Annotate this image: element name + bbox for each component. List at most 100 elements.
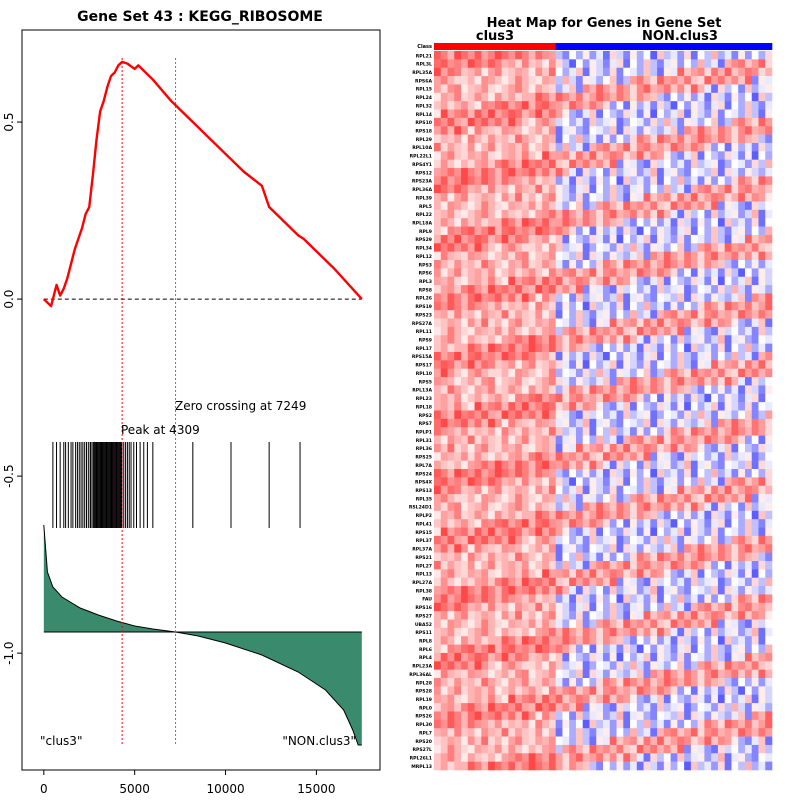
heat-cell bbox=[765, 627, 773, 637]
heat-cell bbox=[657, 109, 665, 119]
heat-cell bbox=[528, 201, 536, 211]
heat-cell bbox=[657, 201, 665, 211]
heat-cell bbox=[548, 535, 556, 545]
heat-cell bbox=[697, 535, 705, 545]
heat-cell bbox=[643, 51, 651, 60]
heat-cell bbox=[569, 519, 577, 528]
heat-cell bbox=[670, 360, 678, 369]
heat-cell bbox=[758, 527, 766, 537]
heat-cell bbox=[467, 686, 475, 696]
heat-cell bbox=[650, 142, 658, 152]
heat-cell bbox=[454, 569, 462, 579]
heat-cell bbox=[657, 310, 665, 319]
heat-cell bbox=[548, 552, 556, 562]
heat-cell bbox=[717, 435, 725, 445]
heat-cell bbox=[562, 535, 570, 545]
heat-cell bbox=[670, 268, 678, 278]
heat-cell bbox=[528, 669, 536, 679]
heat-cell bbox=[684, 485, 692, 495]
heat-cell bbox=[758, 443, 766, 453]
heat-cell bbox=[548, 193, 556, 202]
heat-cell bbox=[623, 753, 631, 762]
heat-cell bbox=[454, 586, 462, 595]
heat-cell bbox=[758, 168, 766, 177]
heat-cell bbox=[494, 510, 502, 520]
heat-cell bbox=[623, 168, 631, 177]
heat-cell bbox=[731, 711, 739, 721]
heat-cell bbox=[677, 310, 685, 319]
heat-cell bbox=[535, 385, 543, 395]
heat-cell bbox=[582, 435, 590, 445]
heat-cell bbox=[684, 469, 692, 478]
heat-cell bbox=[630, 719, 638, 729]
heat-cell bbox=[467, 586, 475, 595]
heat-cell bbox=[636, 510, 644, 520]
class-bar-cell bbox=[454, 43, 462, 50]
heat-cell bbox=[575, 435, 584, 445]
heat-cell bbox=[636, 410, 644, 420]
heat-cell bbox=[697, 602, 705, 612]
heat-cell bbox=[488, 101, 496, 110]
heat-cell bbox=[467, 151, 475, 160]
heat-cell bbox=[481, 435, 489, 445]
heat-cell bbox=[562, 201, 570, 211]
heat-cell bbox=[616, 753, 624, 762]
heat-cell bbox=[623, 686, 631, 696]
heat-cell bbox=[643, 209, 651, 219]
heat-cell bbox=[603, 594, 611, 604]
heat-cell bbox=[711, 452, 719, 461]
heat-cell bbox=[724, 176, 732, 186]
heat-cell bbox=[738, 310, 746, 319]
heat-cell bbox=[440, 343, 448, 353]
heat-cell bbox=[467, 678, 475, 687]
heat-cell bbox=[616, 126, 624, 135]
heat-cell bbox=[765, 761, 773, 771]
heat-cell bbox=[731, 761, 739, 771]
heat-cell bbox=[542, 544, 550, 553]
heat-cell bbox=[481, 76, 489, 85]
heat-cell bbox=[555, 59, 563, 69]
heat-cell bbox=[589, 552, 597, 562]
heat-cell bbox=[535, 586, 543, 595]
heat-cell bbox=[630, 301, 638, 311]
heat-cell bbox=[670, 686, 678, 696]
heat-cell bbox=[515, 76, 523, 85]
heat-cell bbox=[623, 669, 631, 679]
heat-cell bbox=[440, 410, 448, 420]
heat-cell bbox=[434, 460, 442, 470]
heat-cell bbox=[596, 402, 604, 411]
heat-cell bbox=[569, 351, 577, 361]
heat-cell bbox=[488, 485, 496, 495]
heat-cell bbox=[508, 176, 516, 186]
heat-cell bbox=[630, 168, 638, 177]
heat-cell bbox=[684, 577, 692, 587]
heat-cell bbox=[461, 109, 469, 119]
heat-cell bbox=[569, 661, 577, 670]
heat-cell bbox=[690, 168, 698, 177]
heat-cell bbox=[697, 326, 705, 336]
heat-cell bbox=[711, 619, 719, 629]
heat-cell bbox=[603, 460, 611, 470]
heat-cell bbox=[690, 494, 698, 503]
heat-cell bbox=[474, 485, 482, 495]
heat-cell bbox=[616, 544, 624, 553]
heat-cell bbox=[542, 728, 550, 737]
heat-cell bbox=[488, 201, 496, 211]
heat-cell bbox=[548, 619, 556, 629]
heat-cell bbox=[515, 586, 523, 595]
heat-cell bbox=[569, 76, 577, 85]
heat-cell bbox=[515, 427, 523, 436]
heat-cell bbox=[434, 602, 442, 612]
heat-cell bbox=[643, 234, 651, 244]
heat-cell bbox=[670, 485, 678, 495]
heat-cell bbox=[704, 151, 712, 160]
heat-cell bbox=[738, 728, 746, 737]
heat-cell bbox=[623, 84, 631, 94]
heat-cell bbox=[575, 703, 584, 712]
heat-cell bbox=[535, 377, 543, 386]
heat-cell bbox=[663, 485, 671, 495]
heat-cell bbox=[657, 761, 665, 771]
heat-cell bbox=[731, 469, 739, 478]
heat-cell bbox=[535, 201, 543, 211]
heat-cell bbox=[765, 619, 773, 629]
